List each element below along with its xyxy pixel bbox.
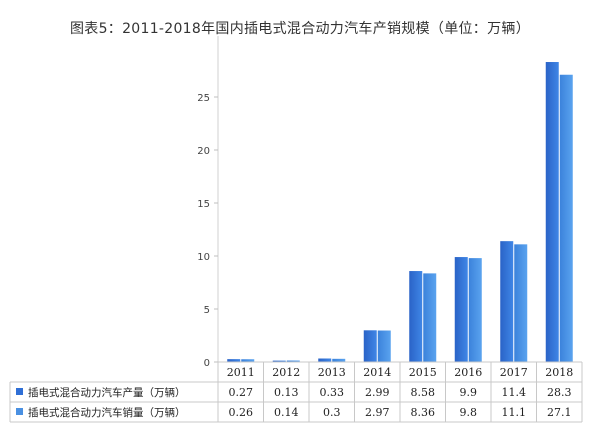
data-label: 0.33 (320, 386, 345, 399)
bar-production-2013 (318, 358, 332, 362)
category-label: 2018 (545, 366, 573, 379)
data-label: 2.97 (365, 406, 390, 419)
y-tick-label: 10 (197, 252, 210, 263)
data-label: 9.9 (460, 386, 478, 399)
bar-sales-2018 (559, 74, 573, 363)
data-label: 2.99 (365, 386, 390, 399)
bar-production-2012 (272, 360, 286, 362)
category-label: 2017 (500, 366, 528, 379)
category-label: 2016 (454, 366, 482, 379)
legend-label: 插电式混合动力汽车销量（万辆） (28, 406, 186, 419)
bar-sales-2017 (514, 244, 528, 362)
bar-sales-2013 (332, 358, 346, 362)
bar-sales-2014 (377, 330, 391, 362)
data-label: 28.3 (547, 386, 572, 399)
bar-production-2016 (454, 257, 468, 362)
bar-sales-2015 (423, 273, 437, 362)
data-label: 9.8 (460, 406, 478, 419)
category-label: 2015 (409, 366, 437, 379)
bar-production-2011 (227, 359, 241, 362)
data-label: 11.4 (502, 386, 527, 399)
data-label: 8.58 (411, 386, 436, 399)
data-label: 27.1 (547, 406, 572, 419)
bar-production-2017 (500, 241, 514, 362)
data-label: 0.26 (229, 406, 254, 419)
data-label: 8.36 (411, 406, 436, 419)
bar-sales-2011 (241, 359, 255, 362)
bar-production-2014 (363, 330, 377, 362)
category-label: 2014 (363, 366, 391, 379)
bar-production-2018 (545, 62, 559, 363)
data-label: 0.14 (274, 406, 299, 419)
bar-production-2015 (409, 271, 423, 362)
chart-title: 图表5：2011-2018年国内插电式混合动力汽车产销规模（单位：万辆） (69, 21, 530, 37)
category-label: 2013 (318, 366, 346, 379)
data-label: 0.13 (274, 386, 299, 399)
data-label: 0.27 (229, 386, 254, 399)
bar-sales-2016 (468, 258, 482, 362)
data-label: 0.3 (323, 406, 341, 419)
y-tick-label: 25 (197, 93, 210, 104)
y-tick-label: 0 (204, 358, 210, 369)
category-label: 2011 (227, 366, 255, 379)
y-tick-label: 5 (204, 305, 210, 316)
bar-sales-2012 (286, 360, 300, 362)
y-tick-label: 20 (197, 146, 210, 157)
legend-swatch (16, 388, 23, 395)
legend-swatch (16, 408, 23, 415)
data-label: 11.1 (502, 406, 527, 419)
category-label: 2012 (272, 366, 300, 379)
legend-label: 插电式混合动力汽车产量（万辆） (28, 386, 186, 399)
y-tick-label: 15 (197, 199, 210, 210)
